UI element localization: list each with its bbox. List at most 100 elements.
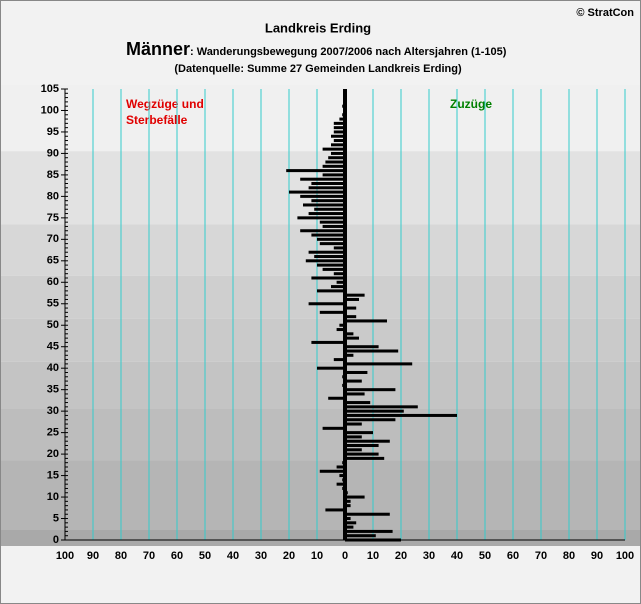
bar xyxy=(345,456,385,460)
band xyxy=(1,529,640,546)
x-tick-label: 50 xyxy=(479,550,491,562)
bar xyxy=(345,435,362,439)
bar xyxy=(300,177,345,181)
bar xyxy=(336,465,345,469)
band xyxy=(1,224,640,276)
y-tick-label: 40 xyxy=(47,362,59,374)
bar xyxy=(345,332,354,336)
bar xyxy=(322,426,345,430)
bar xyxy=(345,319,387,323)
x-tick-label: 50 xyxy=(199,550,211,562)
y-tick-label: 70 xyxy=(47,233,59,245)
bar xyxy=(319,220,345,224)
y-tick-label: 30 xyxy=(47,405,59,417)
bar xyxy=(345,379,362,383)
bar xyxy=(345,452,379,456)
y-tick-label: 10 xyxy=(47,491,59,503)
bar xyxy=(311,340,345,344)
bar xyxy=(308,186,345,190)
bar xyxy=(345,499,351,503)
bar xyxy=(333,130,345,134)
y-tick-label: 95 xyxy=(47,126,59,138)
y-tick-label: 5 xyxy=(53,512,59,524)
annotation-right: Zuzüge xyxy=(450,97,492,111)
bar xyxy=(345,409,404,413)
bar xyxy=(331,143,345,147)
bar xyxy=(317,237,345,241)
y-tick-label: 25 xyxy=(47,427,59,439)
bar xyxy=(345,418,396,422)
bar xyxy=(333,272,345,276)
y-tick-label: 60 xyxy=(47,276,59,288)
bar xyxy=(345,448,362,452)
bar xyxy=(345,293,365,297)
y-tick-label: 35 xyxy=(47,384,59,396)
bar xyxy=(345,431,373,435)
y-tick-label: 90 xyxy=(47,147,59,159)
annotation-left: Sterbefälle xyxy=(126,113,188,127)
x-tick-label: 10 xyxy=(367,550,379,562)
bar xyxy=(297,216,345,220)
bar xyxy=(345,345,379,349)
y-tick-label: 50 xyxy=(47,319,59,331)
bar xyxy=(328,156,345,160)
bar xyxy=(345,525,354,529)
bar xyxy=(319,310,345,314)
y-tick-label: 0 xyxy=(53,534,59,546)
bar xyxy=(311,181,345,185)
band xyxy=(1,318,640,362)
bar xyxy=(308,212,345,216)
bar xyxy=(311,276,345,280)
bar xyxy=(314,207,345,211)
x-tick-label: 30 xyxy=(423,550,435,562)
bar xyxy=(345,362,413,366)
y-tick-label: 65 xyxy=(47,255,59,267)
bar xyxy=(345,517,351,521)
bar xyxy=(345,521,357,525)
bar xyxy=(319,469,345,473)
bar xyxy=(311,233,345,237)
bar xyxy=(333,246,345,250)
annotation-left: Wegzüge und xyxy=(126,97,204,111)
bar xyxy=(345,529,393,533)
bar xyxy=(345,306,357,310)
x-tick-label: 60 xyxy=(171,550,183,562)
bar xyxy=(331,134,345,138)
bar xyxy=(345,392,365,396)
x-tick-label: 80 xyxy=(563,550,575,562)
chart-title: Landkreis Erding xyxy=(265,20,371,35)
bar xyxy=(311,199,345,203)
bar xyxy=(345,538,401,542)
y-tick-label: 75 xyxy=(47,212,59,224)
bar xyxy=(333,121,345,125)
bar xyxy=(345,336,359,340)
bar xyxy=(345,504,351,508)
bar xyxy=(345,413,457,417)
y-tick-label: 55 xyxy=(47,298,59,310)
x-tick-label: 70 xyxy=(535,550,547,562)
x-tick-label: 70 xyxy=(143,550,155,562)
bar xyxy=(345,495,365,499)
bar xyxy=(322,267,345,271)
x-tick-label: 10 xyxy=(311,550,323,562)
bar xyxy=(322,164,345,168)
bar xyxy=(333,358,345,362)
bar xyxy=(339,117,345,121)
x-tick-label: 40 xyxy=(227,550,239,562)
bar xyxy=(314,255,345,259)
copyright: © StratCon xyxy=(576,7,634,19)
x-tick-label: 20 xyxy=(283,550,295,562)
bar xyxy=(325,160,345,164)
bar xyxy=(308,302,345,306)
bar xyxy=(319,242,345,246)
subtitle: : Wanderungsbewegung 2007/2006 nach Alte… xyxy=(190,46,507,58)
bar xyxy=(322,173,345,177)
bar xyxy=(336,328,345,332)
x-tick-label: 40 xyxy=(451,550,463,562)
y-tick-label: 100 xyxy=(41,104,59,116)
bar xyxy=(331,151,345,155)
bar xyxy=(345,401,371,405)
bar xyxy=(345,388,396,392)
x-tick-label: 20 xyxy=(395,550,407,562)
